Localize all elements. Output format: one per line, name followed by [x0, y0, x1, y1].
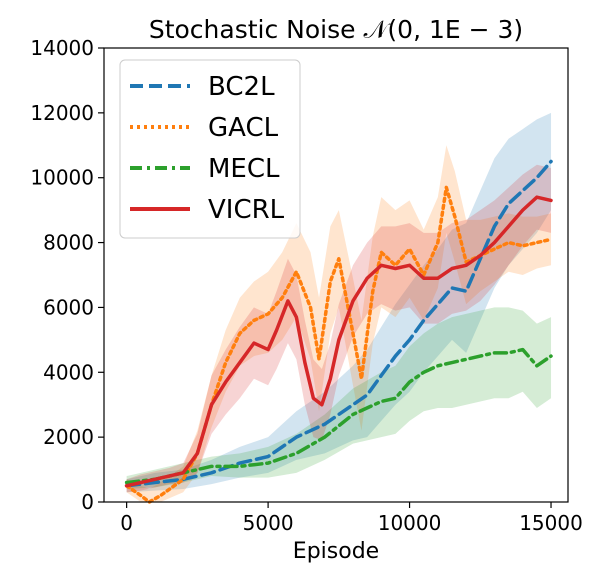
mecl-band [126, 307, 552, 490]
gacl-band [126, 145, 552, 503]
x-axis: 0 5000 10000 15000 [120, 502, 583, 535]
y-tick-label: 12000 [30, 101, 94, 125]
gacl-legend-label: GACL [208, 113, 279, 143]
y-tick-label: 8000 [43, 231, 94, 255]
bc2l-legend-label: BC2L [208, 72, 275, 102]
y-tick-label: 0 [81, 490, 94, 514]
y-axis: 0 2000 4000 6000 8000 10000 12000 14000 [30, 36, 104, 514]
x-tick-label: 10000 [378, 511, 442, 535]
legend-box [119, 59, 301, 239]
x-tick-label: 15000 [519, 511, 583, 535]
y-tick-label: 2000 [43, 425, 94, 449]
chart-title: Stochastic Noise 𝒩(0, 1E − 3) [149, 15, 523, 44]
vicrl-legend-label: VICRL [208, 195, 285, 225]
legend: BC2L GACL MECL VICRL [119, 59, 301, 239]
x-tick-label: 5000 [243, 511, 294, 535]
bc2l-band [126, 112, 552, 493]
mecl-legend-label: MECL [208, 154, 280, 184]
y-tick-label: 14000 [30, 36, 94, 60]
x-axis-label: Episode [293, 539, 379, 564]
series-lines [124, 159, 553, 504]
y-tick-label: 4000 [43, 360, 94, 384]
x-tick-label: 0 [120, 511, 133, 535]
y-tick-label: 10000 [30, 166, 94, 190]
plot-frame [103, 47, 569, 503]
vicrl-line [124, 195, 553, 488]
confidence-bands [126, 112, 552, 503]
y-tick-label: 6000 [43, 295, 94, 319]
bc2l-line [124, 159, 553, 488]
vicrl-band [126, 164, 552, 493]
mecl-line [124, 347, 553, 485]
